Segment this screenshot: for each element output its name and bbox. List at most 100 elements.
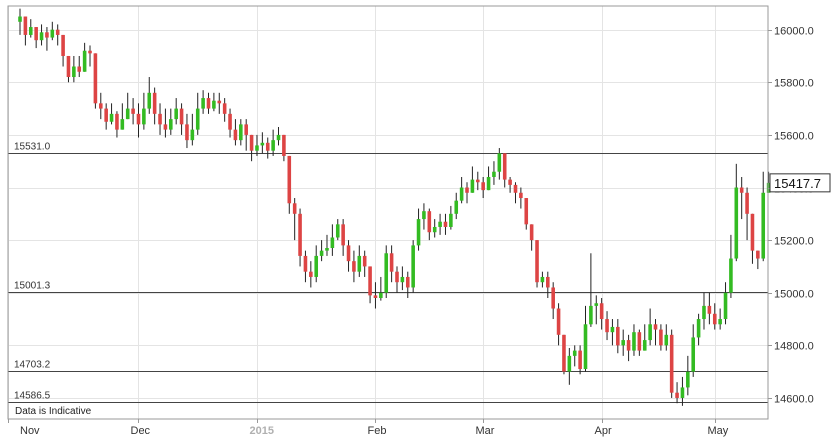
candle	[147, 77, 152, 114]
candle-body	[659, 329, 663, 346]
candle	[648, 308, 652, 346]
candle	[761, 171, 766, 262]
candle-body	[185, 124, 189, 141]
candle	[723, 282, 728, 325]
candle-body	[422, 211, 426, 220]
candle	[276, 127, 281, 146]
candle	[115, 111, 119, 138]
candle	[497, 148, 502, 180]
candle-body	[325, 248, 329, 251]
candle	[669, 329, 674, 398]
candle	[325, 234, 329, 256]
candle	[616, 319, 620, 354]
data-disclaimer: Data is Indicative	[15, 406, 92, 417]
candle-body	[276, 134, 281, 141]
candle	[481, 176, 485, 199]
candle	[766, 171, 771, 193]
candle	[486, 166, 491, 191]
candle-body	[492, 171, 496, 177]
candle	[271, 129, 275, 156]
candle-body	[400, 276, 405, 283]
candle	[562, 334, 566, 375]
candle-body	[761, 192, 766, 259]
x-tick-label: Dec	[131, 425, 151, 437]
candle	[637, 329, 642, 356]
candle	[131, 98, 135, 125]
candle-body	[169, 119, 173, 130]
candle-body	[50, 29, 55, 38]
candle	[712, 303, 717, 330]
candle-body	[265, 142, 270, 151]
candle	[77, 55, 82, 78]
candle	[400, 266, 405, 291]
candle	[212, 92, 216, 112]
x-tick-label: May	[708, 425, 729, 437]
candle-body	[578, 350, 582, 370]
candle	[93, 53, 98, 109]
candle	[691, 324, 696, 377]
candle-body	[470, 179, 475, 193]
candle-body	[389, 253, 394, 272]
candle-body	[540, 276, 545, 283]
candle	[357, 245, 362, 277]
candle-body	[352, 261, 356, 272]
candle	[50, 21, 55, 41]
candle-body	[395, 271, 399, 283]
x-tick-label: 2015	[250, 425, 274, 437]
candle-body	[734, 187, 739, 259]
candle-body	[136, 113, 141, 125]
candle	[104, 103, 108, 130]
candle-body	[255, 145, 259, 151]
candle-body	[648, 324, 652, 341]
candle	[190, 113, 195, 146]
candle-body	[147, 92, 152, 109]
candle	[411, 240, 415, 293]
candle-body	[686, 371, 690, 388]
candle	[39, 24, 44, 46]
candle	[632, 324, 636, 356]
candle-body	[249, 134, 254, 151]
candle-body	[411, 245, 415, 288]
candle-body	[23, 16, 28, 35]
candle-body	[502, 153, 507, 180]
level-label: 14703.2	[14, 360, 51, 371]
candle	[734, 163, 739, 262]
candle-body	[589, 305, 593, 325]
candle	[217, 92, 222, 114]
candle	[55, 24, 60, 46]
candle	[346, 240, 351, 272]
candle-body	[599, 303, 604, 320]
candle-body	[745, 192, 749, 214]
candle-body	[465, 187, 469, 193]
candle	[729, 234, 733, 298]
candle	[432, 219, 437, 238]
candle	[88, 45, 92, 67]
candle-body	[729, 258, 733, 293]
candle-body	[335, 224, 340, 238]
candle-body	[481, 182, 485, 191]
candle-body	[120, 119, 125, 130]
candle	[72, 55, 76, 83]
candle	[567, 347, 572, 385]
candle-body	[432, 226, 437, 233]
candle-body	[405, 276, 410, 288]
candle	[319, 240, 324, 262]
candle	[626, 334, 631, 362]
candle	[583, 305, 588, 372]
candle	[120, 103, 125, 130]
candle-body	[190, 129, 195, 141]
candle-body	[632, 332, 636, 351]
candle-body	[244, 124, 248, 135]
candle	[179, 103, 184, 135]
candle	[389, 245, 394, 283]
candle	[341, 219, 345, 256]
candle	[546, 271, 550, 298]
candle	[185, 113, 189, 149]
candle	[314, 245, 319, 283]
candle	[686, 355, 690, 396]
candle-body	[163, 124, 168, 130]
candle	[109, 103, 114, 125]
candle-body	[546, 276, 550, 288]
candle-body	[718, 319, 722, 325]
candle-body	[486, 176, 491, 191]
